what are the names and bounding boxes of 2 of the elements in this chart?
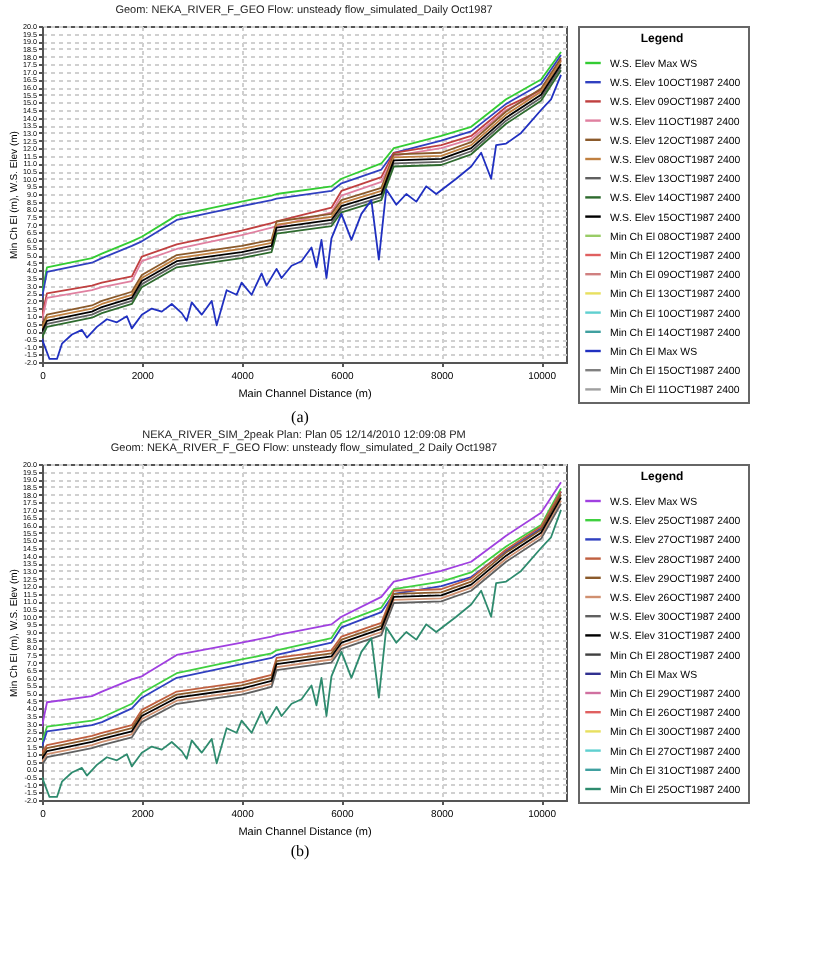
text: (a)	[289, 408, 311, 426]
text: (b)	[288, 842, 312, 860]
